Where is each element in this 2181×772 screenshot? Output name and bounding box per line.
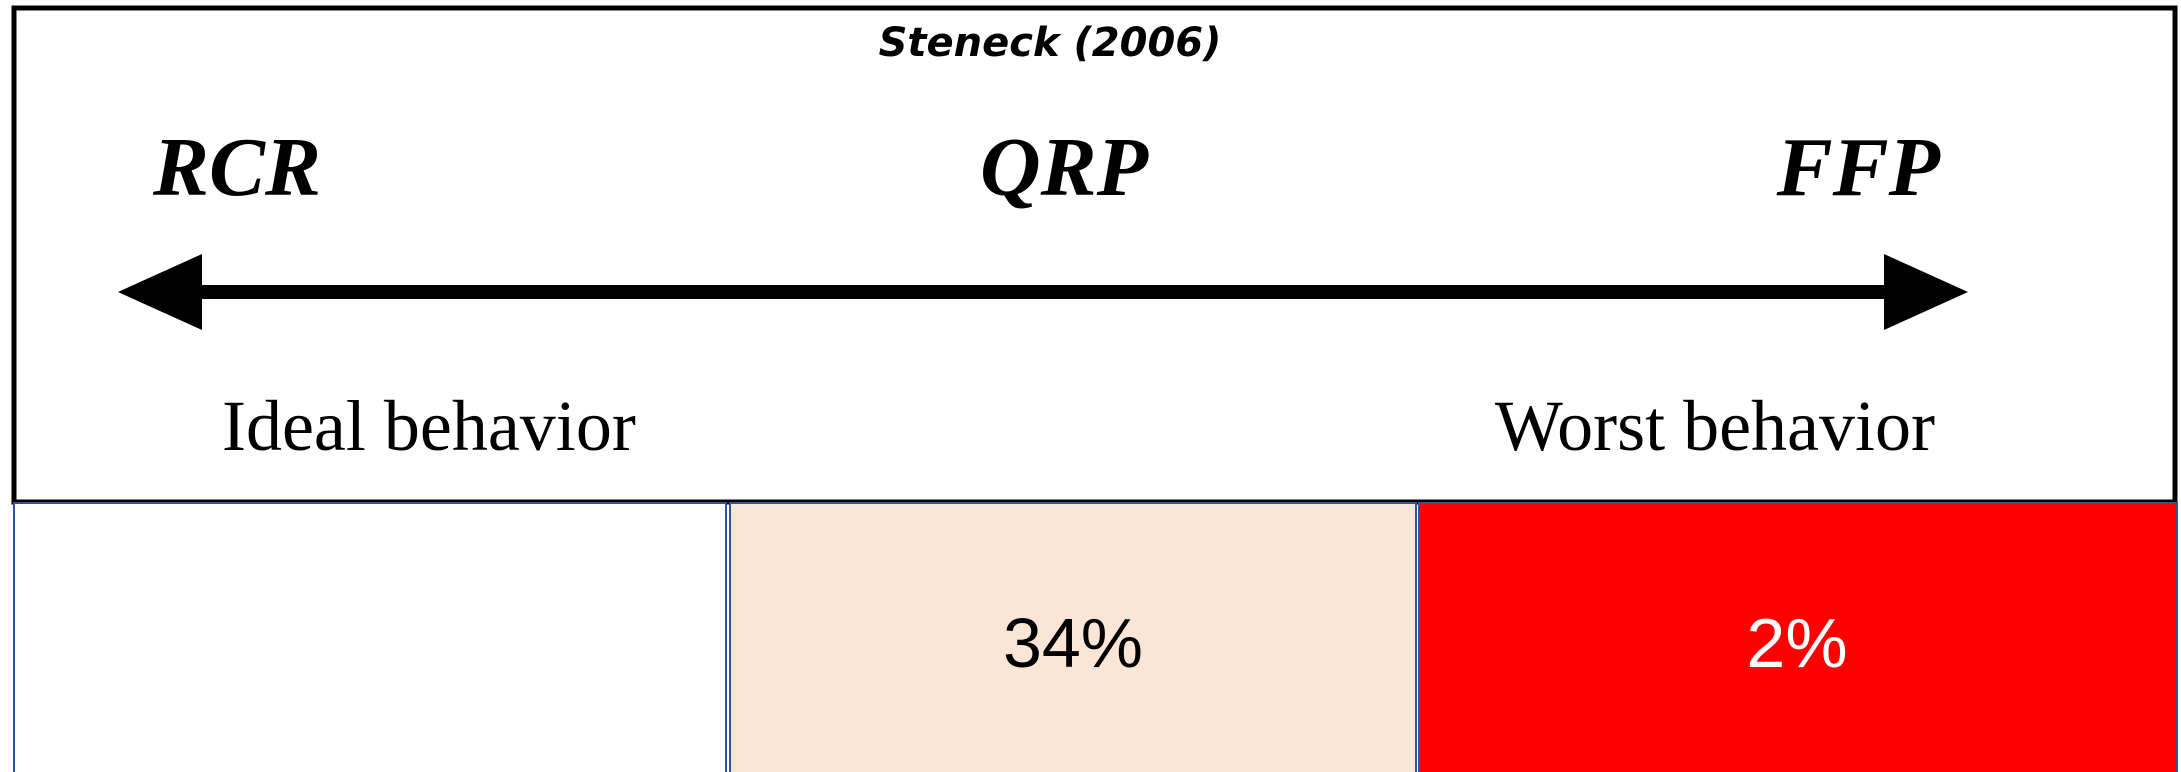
title: Steneck (2006) <box>879 20 1222 66</box>
cell-label: 2% <box>1746 604 1847 682</box>
cell-label: 34% <box>1003 604 1143 682</box>
arrow-shaft <box>190 285 1900 299</box>
left-label: RCR <box>152 121 321 214</box>
arrow-head-left <box>118 254 202 330</box>
right-caption: Worst behavior <box>1495 386 1935 466</box>
left-caption: Ideal behavior <box>222 386 636 466</box>
cell-qrp <box>729 502 1417 772</box>
right-label: FFP <box>1776 121 1941 214</box>
double-arrow <box>118 254 1968 330</box>
cell-empty <box>13 502 727 772</box>
middle-label: QRP <box>980 121 1149 214</box>
arrow-head-right <box>1884 254 1968 330</box>
frame <box>11 5 2178 505</box>
cell-ffp <box>1418 502 2178 772</box>
